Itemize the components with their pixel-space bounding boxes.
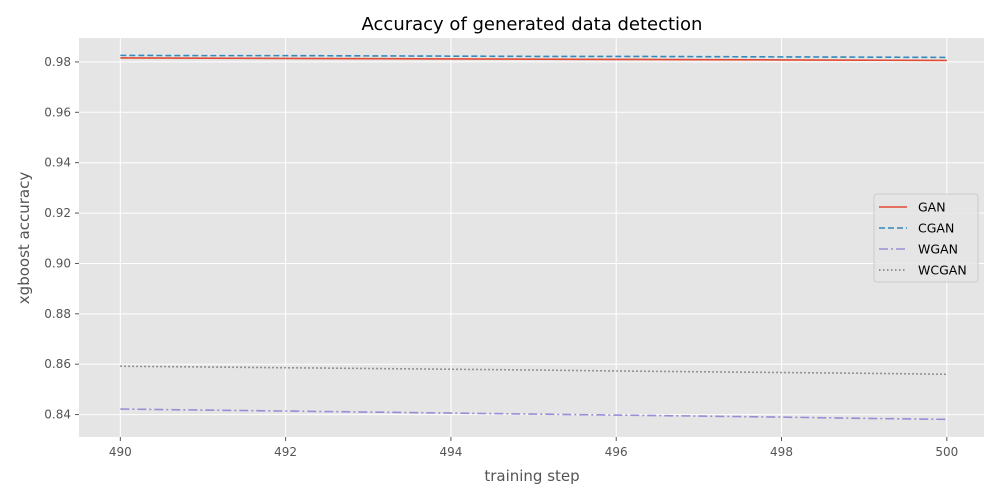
series-line-gan <box>120 57 947 62</box>
legend: GAN CGAN WGAN WCGAN <box>873 193 979 283</box>
legend-label-gan: GAN <box>918 200 946 215</box>
x-axis-label: training step <box>484 467 579 485</box>
ticks: 490 492 494 496 498 500 0.84 0.86 0.88 0.90 0.92 0.… <box>44 55 958 459</box>
y-tick-label: 0.96 <box>44 105 71 119</box>
x-tick-label: 496 <box>605 445 628 459</box>
x-tick-label: 490 <box>109 445 132 459</box>
x-tick-label: 500 <box>935 445 958 459</box>
legend-box <box>873 193 979 283</box>
legend-label-cgan: CGAN <box>918 221 954 236</box>
series-line-wgan <box>120 408 947 421</box>
y-tick-label: 0.98 <box>44 55 71 69</box>
x-tick-label: 494 <box>439 445 462 459</box>
y-tick-label: 0.90 <box>44 256 71 270</box>
plot-area <box>79 38 984 437</box>
series-layer <box>120 54 947 421</box>
y-axis-label: xgboost accuracy <box>15 172 33 305</box>
legend-label-wgan: WGAN <box>918 242 958 257</box>
legend-label-wcgan: WCGAN <box>918 263 967 278</box>
y-tick-label: 0.86 <box>44 357 71 371</box>
y-tick-label: 0.92 <box>44 206 71 220</box>
x-tick-label: 492 <box>274 445 297 459</box>
series-line-wcgan <box>120 365 947 376</box>
series-line-cgan <box>120 54 947 59</box>
x-tick-label: 498 <box>770 445 793 459</box>
chart-title: Accuracy of generated data detection <box>362 14 703 35</box>
y-tick-label: 0.84 <box>44 408 71 422</box>
y-tick-label: 0.94 <box>44 156 71 170</box>
y-tick-label: 0.88 <box>44 307 71 321</box>
